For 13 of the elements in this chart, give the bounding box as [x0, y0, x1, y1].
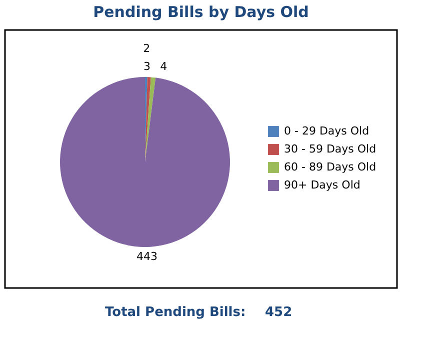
- text: Total Pending Bills:: [105, 305, 246, 320]
- legend-label: 90+ Days Old: [284, 178, 360, 192]
- data-label: 3: [143, 60, 150, 74]
- data-label: 2: [143, 42, 150, 56]
- pie-slice: [60, 77, 230, 247]
- data-label: 4: [160, 60, 168, 74]
- chart-title: Pending Bills by Days Old: [93, 3, 309, 21]
- legend-label: 0 - 29 Days Old: [284, 124, 370, 138]
- pie-slice: [145, 77, 156, 162]
- data-label: 443: [136, 250, 158, 263]
- legend-label: 60 - 89 Days Old: [284, 160, 376, 174]
- legend-label: 30 - 59 Days Old: [284, 142, 376, 156]
- text: 452: [265, 305, 292, 320]
